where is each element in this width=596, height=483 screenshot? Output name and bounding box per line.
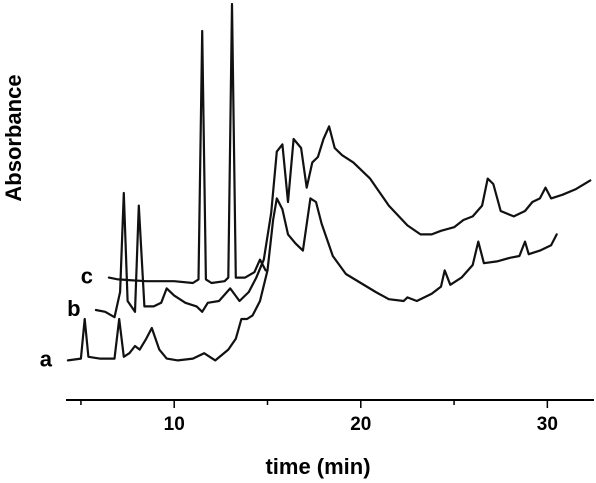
trace-label-a: a — [40, 346, 53, 371]
trace-label-b: b — [67, 296, 80, 321]
x-tick-label: 30 — [537, 414, 558, 435]
x-axis-title: time (min) — [265, 454, 370, 479]
chart-traces — [66, 2, 592, 362]
x-tick-label: 10 — [164, 414, 185, 435]
x-tick-label: 20 — [350, 414, 371, 435]
trace-c — [107, 2, 267, 285]
trace-label-c: c — [81, 264, 93, 289]
chart-axes: 10 20 30 time (min) Absorbance — [1, 74, 594, 479]
trace-b — [94, 125, 592, 319]
y-axis-title: Absorbance — [1, 74, 26, 201]
chart-labels: abc — [40, 264, 93, 372]
trace-a — [66, 197, 558, 362]
